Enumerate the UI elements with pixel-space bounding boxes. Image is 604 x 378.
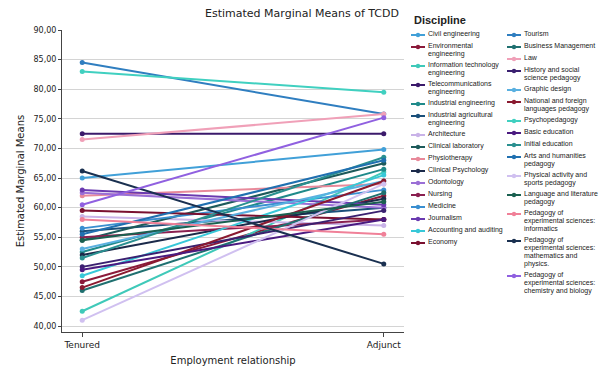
html-text:Law: Law bbox=[524, 54, 537, 61]
html-text:Graphic design: Graphic design bbox=[524, 85, 572, 92]
html-text:Clinical laboratory: Clinical laboratory bbox=[428, 142, 484, 149]
html-text:Pedagogy of experimental scien: Pedagogy of experimental sciences: chemi… bbox=[524, 271, 596, 294]
html-text:Initial education: Initial education bbox=[524, 140, 573, 147]
html-text:Language and literature pedago: Language and literature pedagogy bbox=[524, 190, 598, 205]
html-text:History and social science ped: History and social science pedagogy bbox=[524, 66, 581, 81]
html-text:Pedagogy of experimental scien: Pedagogy of experimental sciences: infor… bbox=[524, 209, 596, 232]
html-text:Telecommunications engineering: Telecommunications engineering bbox=[428, 80, 492, 95]
html-text:Clinical Psychology: Clinical Psychology bbox=[428, 166, 489, 173]
html-text:Odontology: Odontology bbox=[428, 178, 464, 185]
svg-text:Estimated Marginal Means: Estimated Marginal Means bbox=[15, 115, 26, 247]
html-text:National and foreign languages: National and foreign languages pedagogy bbox=[524, 97, 589, 112]
html-text:Journalism: Journalism bbox=[428, 214, 462, 221]
html-text:Civil engineering: Civil engineering bbox=[428, 30, 480, 37]
html-text:Psychopedagogy: Psychopedagogy bbox=[524, 116, 578, 123]
svg-text:55,00: 55,00 bbox=[33, 233, 56, 242]
svg-text:Adjunct: Adjunct bbox=[367, 340, 402, 350]
html-text:Medicine: Medicine bbox=[428, 202, 456, 209]
html-text:Nursing: Nursing bbox=[428, 190, 453, 197]
svg-text:50,00: 50,00 bbox=[33, 263, 56, 272]
html-text:Economy: Economy bbox=[428, 238, 458, 245]
svg-text:Employment relationship: Employment relationship bbox=[170, 355, 295, 366]
html-text:Environmental engineering: Environmental engineering bbox=[428, 42, 473, 57]
html-text:Tourism: Tourism bbox=[524, 30, 549, 37]
html-text:Pedagogy of experimental scien: Pedagogy of experimental sciences: mathe… bbox=[524, 236, 596, 267]
svg-text:65,00: 65,00 bbox=[33, 174, 56, 183]
svg-text:Estimated Marginal Means of TC: Estimated Marginal Means of TCDD bbox=[205, 7, 399, 20]
svg-text:70,00: 70,00 bbox=[33, 144, 56, 153]
html-text:Accounting and auditing: Accounting and auditing bbox=[428, 226, 503, 233]
svg-text:40,00: 40,00 bbox=[33, 322, 56, 331]
svg-text:75,00: 75,00 bbox=[33, 115, 56, 124]
svg-text:Tenured: Tenured bbox=[63, 340, 100, 350]
html-text:Architecture: Architecture bbox=[428, 130, 466, 137]
svg-text:85,00: 85,00 bbox=[33, 55, 56, 64]
html-text:Industrial engineering: Industrial engineering bbox=[428, 99, 495, 106]
html-text:Basic education: Basic education bbox=[524, 128, 574, 135]
svg-text:90,00: 90,00 bbox=[33, 26, 56, 35]
html-text:Physical activity and sports p: Physical activity and sports pedagogy bbox=[524, 171, 587, 186]
html-text:Physiotherapy: Physiotherapy bbox=[428, 154, 473, 161]
svg-text:80,00: 80,00 bbox=[33, 85, 56, 94]
html-text:Industrial agricultural engine: Industrial agricultural engineering bbox=[428, 111, 493, 126]
html-text:Information technology enginee: Information technology engineering bbox=[428, 61, 499, 76]
svg-text:45,00: 45,00 bbox=[33, 292, 56, 301]
svg-text:60,00: 60,00 bbox=[33, 203, 56, 212]
html-text:Arts and humanities pedagogy: Arts and humanities pedagogy bbox=[524, 152, 586, 167]
html-text:Business Management: Business Management bbox=[524, 42, 596, 49]
html-text:Discipline: Discipline bbox=[414, 14, 466, 26]
